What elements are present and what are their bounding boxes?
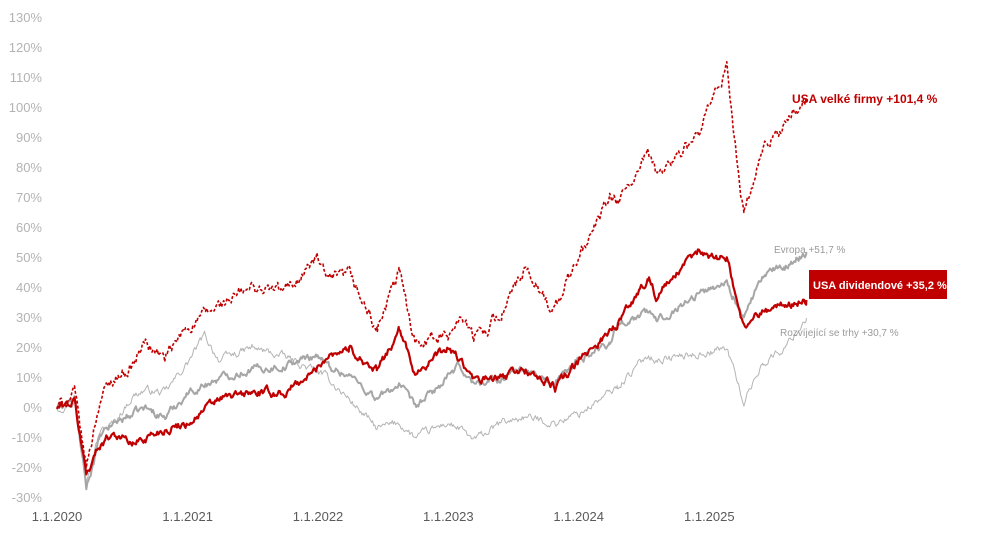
series-line-usa_large bbox=[56, 61, 808, 469]
series-labels: USA velké firmy +101,4 % Evropa +51,7 % US… bbox=[774, 92, 947, 339]
y-tick-label: 50% bbox=[16, 250, 42, 265]
y-tick-label: -30% bbox=[12, 490, 43, 505]
x-axis-ticks: 1.1.2020 1.1.2021 1.1.2022 1.1.2023 1.1.2024… bbox=[32, 509, 735, 524]
y-tick-label: 10% bbox=[16, 370, 42, 385]
y-tick-label: 130% bbox=[9, 10, 43, 25]
series-line-emerging bbox=[56, 317, 807, 483]
y-tick-label: 80% bbox=[16, 160, 42, 175]
y-tick-label: 90% bbox=[16, 130, 42, 145]
y-tick-label: 120% bbox=[9, 40, 43, 55]
series-line-usa_dividend bbox=[56, 248, 808, 476]
y-tick-label: 110% bbox=[10, 70, 43, 85]
x-tick-label: 1.1.2020 bbox=[32, 509, 83, 524]
x-tick-label: 1.1.2023 bbox=[423, 509, 474, 524]
y-tick-label: 60% bbox=[16, 220, 42, 235]
label-box-usa-dividend bbox=[809, 270, 947, 299]
label-usa-large: USA velké firmy +101,4 % bbox=[792, 92, 938, 106]
series-line-europe bbox=[56, 251, 808, 491]
y-tick-label: 40% bbox=[16, 280, 42, 295]
y-tick-label: -10% bbox=[12, 430, 43, 445]
y-tick-label: -20% bbox=[12, 460, 43, 475]
x-tick-label: 1.1.2025 bbox=[684, 509, 735, 524]
y-tick-label: 30% bbox=[16, 310, 42, 325]
y-tick-label: 20% bbox=[16, 340, 42, 355]
y-axis-ticks: -30% -20% -10% 0% 10% 20% 30% 40% 50% 60% 70% 80% 90… bbox=[9, 10, 43, 505]
y-tick-label: 70% bbox=[16, 190, 42, 205]
series-layer bbox=[56, 61, 808, 491]
y-tick-label: 0% bbox=[23, 400, 42, 415]
label-europe: Evropa +51,7 % bbox=[774, 245, 846, 256]
x-tick-label: 1.1.2022 bbox=[293, 509, 344, 524]
label-emerging: Rozvíjející se trhy +30,7 % bbox=[780, 328, 899, 339]
x-tick-label: 1.1.2021 bbox=[162, 509, 213, 524]
label-usa-dividend: USA dividendové +35,2 % bbox=[813, 280, 947, 292]
y-tick-label: 100% bbox=[9, 100, 43, 115]
x-tick-label: 1.1.2024 bbox=[553, 509, 604, 524]
